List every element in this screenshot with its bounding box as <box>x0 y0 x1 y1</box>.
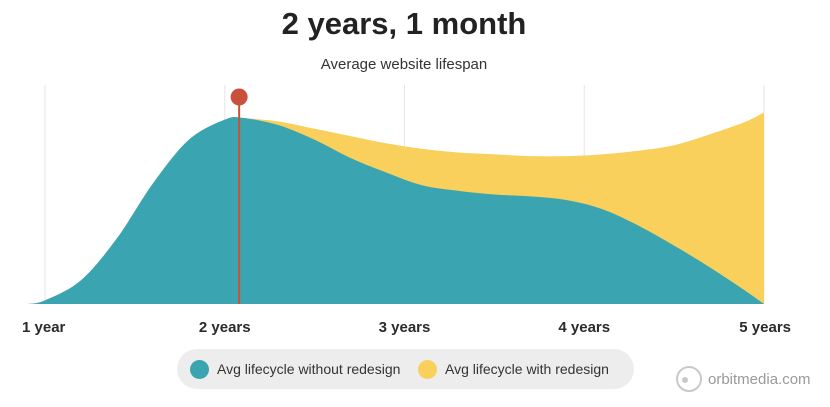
series-area-without-redesign <box>27 117 764 304</box>
legend-swatch-without-redesign <box>190 359 209 379</box>
x-tick-label: 3 years <box>379 319 431 336</box>
x-tick-label: 2 years <box>199 319 251 336</box>
legend-swatch-with-redesign <box>418 359 437 379</box>
x-axis: 1 year 2 years 3 years 4 years 5 years <box>22 319 791 336</box>
legend: Avg lifecycle without redesign Avg lifec… <box>177 349 634 389</box>
legend-label-with-redesign: Avg lifecycle with redesign <box>445 361 609 377</box>
legend-item-with-redesign[interactable]: Avg lifecycle with redesign <box>418 349 609 389</box>
orbit-logo-icon <box>676 366 702 392</box>
marker-group <box>230 88 248 304</box>
marker-dot <box>230 88 248 106</box>
chart-subtitle: Average website lifespan <box>321 56 488 73</box>
brand: orbitmedia.com <box>676 366 811 392</box>
chart-title: 2 years, 1 month <box>282 6 527 41</box>
brand-text: orbitmedia.com <box>708 370 811 388</box>
x-tick-label: 1 year <box>22 319 66 336</box>
legend-item-without-redesign[interactable]: Avg lifecycle without redesign <box>190 349 400 389</box>
legend-label-without-redesign: Avg lifecycle without redesign <box>217 361 401 377</box>
x-tick-label: 4 years <box>558 319 610 336</box>
plot-area <box>27 112 765 304</box>
x-tick-label: 5 years <box>739 319 791 336</box>
